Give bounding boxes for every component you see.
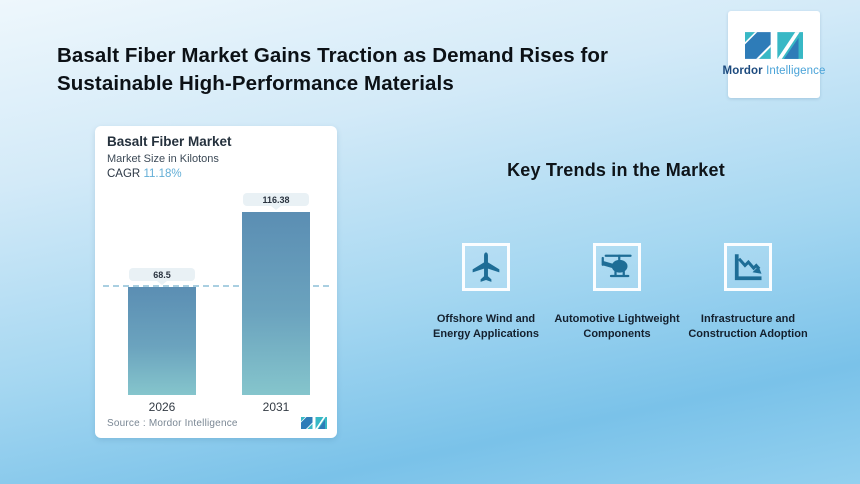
reference-dashed-line [103, 285, 329, 287]
mordor-intelligence-logo-icon [745, 32, 803, 59]
chart-subtitle: Market Size in Kilotons [107, 153, 219, 165]
airplane-icon [462, 243, 510, 291]
chart-title: Basalt Fiber Market [107, 134, 232, 149]
bar-value-label: 116.38 [243, 193, 309, 206]
key-trends-heading: Key Trends in the Market [507, 160, 725, 180]
market-chart-card: Basalt Fiber Market Market Size in Kilot… [95, 126, 337, 438]
x-axis-label-2031: 2031 [262, 400, 290, 414]
cagr-label: CAGR [107, 168, 141, 180]
declining-chart-icon [724, 243, 772, 291]
trend-label: Offshore Wind and Energy Applications [433, 313, 539, 341]
source-row: Source : Mordor Intelligence [107, 415, 327, 431]
bar-chart-plot: 68.5 116.38 [103, 192, 329, 395]
key-trends-row: Offshore Wind and Energy Applications Au… [421, 243, 813, 343]
x-axis-labels: 2026 2031 [107, 400, 325, 414]
bar-2031 [242, 212, 310, 395]
chart-card-header: Basalt Fiber Market Market Size in Kilot… [107, 134, 325, 180]
bar-2026 [128, 287, 196, 395]
trend-label: Automotive Lightweight Components [554, 313, 680, 341]
source-text: Source : Mordor Intelligence [107, 417, 238, 429]
trend-item-offshore-wind: Offshore Wind and Energy Applications [421, 243, 551, 343]
trend-item-infrastructure: Infrastructure and Construction Adoption [683, 243, 813, 343]
bar-value-label: 68.5 [129, 268, 195, 281]
page-title: Basalt Fiber Market Gains Traction as De… [57, 44, 609, 96]
helicopter-icon [593, 243, 641, 291]
mordor-intelligence-mini-logo-icon [301, 417, 327, 429]
brand-logo-card: Mordor Intelligence [723, 11, 825, 98]
brand-wordmark: Mordor Intelligence [723, 65, 826, 77]
trend-label: Infrastructure and Construction Adoption [688, 313, 808, 341]
brand-name-bold: Mordor [722, 65, 763, 77]
cagr-line: CAGR 11.18% [107, 168, 325, 180]
bar-column-2031: 116.38 [242, 193, 310, 395]
x-axis-label-2026: 2026 [148, 400, 176, 414]
trend-item-automotive: Automotive Lightweight Components [552, 243, 682, 343]
bar-column-2026: 68.5 [128, 268, 196, 395]
brand-name-light: Intelligence [766, 65, 826, 77]
cagr-value: 11.18% [143, 168, 182, 180]
